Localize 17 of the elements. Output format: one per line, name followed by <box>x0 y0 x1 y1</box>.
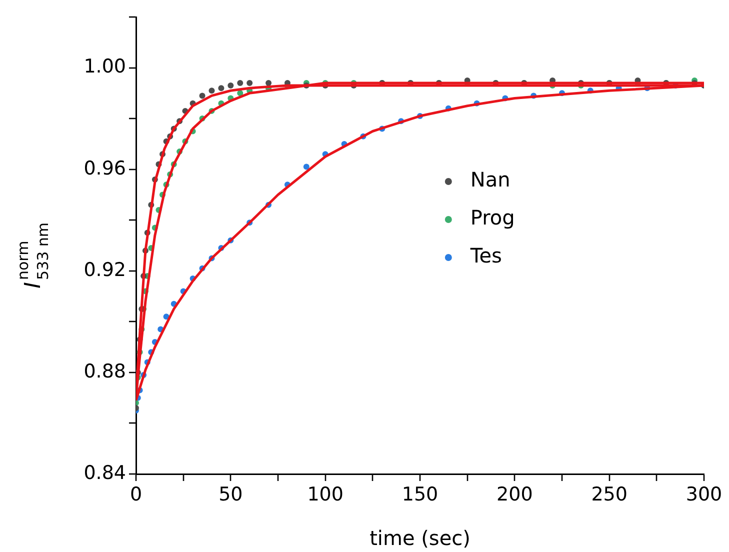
legend-label: Prog <box>470 206 515 230</box>
x-tick-label: 100 <box>307 483 344 506</box>
x-tick-label: 150 <box>402 483 438 506</box>
y-tick-label: 0.96 <box>84 157 126 180</box>
x-tick-label: 50 <box>218 483 243 506</box>
x-tick-label: 200 <box>496 483 533 506</box>
y-axis-title: Inorm533 nm <box>14 222 52 289</box>
legend-label: Nan <box>470 168 510 192</box>
x-tick-label: 250 <box>591 483 628 506</box>
x-axis-title: time (sec) <box>370 526 470 550</box>
y-tick-label: 0.92 <box>84 258 126 281</box>
y-tick-label: 1.00 <box>84 56 126 78</box>
x-tick-label: 300 <box>686 483 722 506</box>
y-tick-label: 0.84 <box>84 462 126 484</box>
legend-label: Tes <box>469 244 502 268</box>
y-tick-label: 0.88 <box>84 360 126 382</box>
x-tick-label: 0 <box>130 483 142 506</box>
